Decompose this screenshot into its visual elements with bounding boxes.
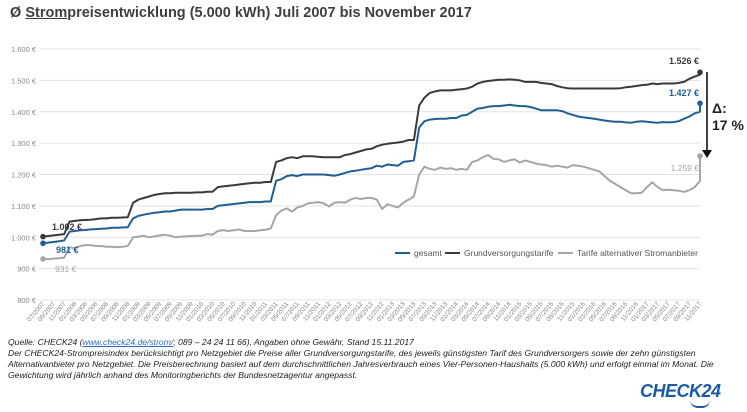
- start-label-grund: 1.002 €: [52, 222, 82, 232]
- y-tick-label: 1.100 €: [11, 202, 37, 211]
- start-point: [40, 233, 46, 240]
- chart-title: Ø Strompreisentwicklung (5.000 kWh) Juli…: [10, 5, 472, 21]
- start-point: [40, 240, 46, 247]
- y-tick-label: 1.500 €: [11, 76, 37, 85]
- y-tick-label: 1.600 €: [11, 45, 37, 54]
- legend-label: Tarife alternativer Stromanbieter: [577, 248, 698, 258]
- data-labels: 1.002 € 981 € 931 € 1.526 € 1.427 € 1.259 €: [52, 56, 699, 274]
- start-label-gesamt: 981 €: [56, 245, 79, 255]
- source-prefix: Quelle: CHECK24 (: [8, 337, 83, 347]
- delta-value: 17 %: [712, 117, 744, 133]
- y-tick-label: 900 €: [17, 265, 37, 274]
- start-point: [40, 256, 46, 262]
- x-axis-ticks: 07/200709/200711/200701/200803/200805/20…: [26, 300, 704, 323]
- title-underlined: Strom: [25, 5, 68, 21]
- series-line-grundversorgungstarife: [42, 71, 701, 238]
- gridlines: [39, 48, 700, 301]
- logo-smile-icon: [690, 400, 710, 408]
- source-line: Quelle: CHECK24 (www.check24.de/strom/; …: [8, 337, 743, 348]
- series-lines: [40, 69, 703, 262]
- logo-text: CHECK24: [640, 381, 721, 401]
- source-link[interactable]: www.check24.de/strom/: [82, 337, 174, 347]
- start-label-alt: 931 €: [55, 264, 77, 274]
- delta-label: Δ:: [712, 100, 727, 116]
- y-tick-label: 1.400 €: [11, 108, 37, 117]
- arrow-head-icon: [702, 150, 712, 158]
- end-point: [697, 100, 703, 107]
- end-point: [697, 69, 703, 76]
- footer-notes: Quelle: CHECK24 (www.check24.de/strom/; …: [8, 337, 743, 381]
- y-tick-label: 1.200 €: [11, 171, 37, 180]
- end-label-gesamt: 1.427 €: [669, 88, 699, 98]
- y-tick-label: 1.300 €: [11, 139, 37, 148]
- legend-label: Grundversorgungstarife: [464, 248, 554, 258]
- end-label-alt: 1.259 €: [671, 163, 700, 173]
- end-point: [697, 153, 703, 159]
- check24-logo: CHECK24: [640, 381, 721, 408]
- source-suffix: ; 089 – 24 24 11 66), Angaben ohne Gewäh…: [173, 337, 414, 347]
- delta-annotation: Δ: 17 %: [712, 100, 744, 134]
- title-prefix: Ø: [10, 5, 26, 21]
- title-rest: preisentwicklung (5.000 kWh) Juli 2007 b…: [67, 5, 472, 21]
- legend-label: gesamt: [414, 248, 443, 258]
- methodology-note: Der CHECK24-Strompreisindex berücksichti…: [8, 348, 714, 380]
- y-axis-ticks: 800 € 900 € 1.000 € 1.100 € 1.200 € 1.300 € 1.…: [11, 45, 37, 305]
- end-label-grund: 1.526 €: [669, 56, 699, 66]
- legend: gesamt Grundversorgungstarife Tarife alter…: [395, 248, 698, 258]
- delta-arrow: [702, 72, 712, 158]
- series-line-tarife-alternativer-stromanbieter: [42, 154, 701, 261]
- line-chart: 800 € 900 € 1.000 € 1.100 € 1.200 € 1.300 € 1.…: [11, 45, 712, 323]
- y-tick-label: 1.000 €: [11, 233, 37, 242]
- y-tick-label: 800 €: [17, 296, 37, 305]
- series-line-gesamt: [42, 102, 701, 245]
